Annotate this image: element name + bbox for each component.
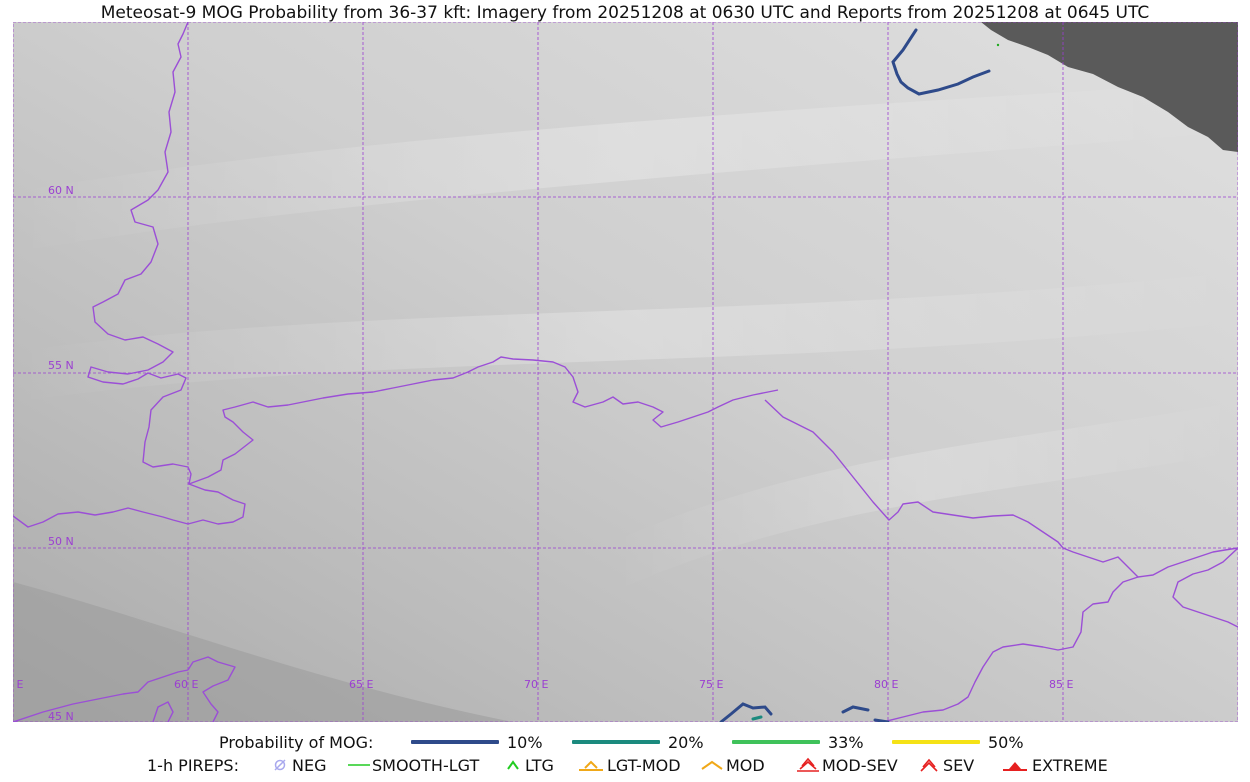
probability-legend-row: Probability of MOG: 10% 20% 33% 50%: [0, 731, 1250, 753]
line-icon: [348, 764, 370, 766]
swatch-20pct: [572, 740, 660, 744]
legend-label-extreme: EXTREME: [1032, 755, 1108, 775]
legend-item-neg: NEG: [272, 754, 326, 776]
lon-label-65: 65 E: [349, 678, 373, 691]
legend-label-33pct: 33%: [828, 732, 864, 752]
lat-label-55: 55 N: [48, 359, 74, 372]
lon-label-85: 85 E: [1049, 678, 1073, 691]
legend-label-sev: SEV: [943, 755, 975, 775]
country-borders: [13, 22, 1238, 722]
graticule: [13, 22, 1238, 722]
lat-label-50: 50 N: [48, 535, 74, 548]
cloud-band: [13, 272, 1238, 402]
legend-item-mod: MOD: [700, 754, 765, 776]
legend-item-mod-sev: MOD-SEV: [796, 754, 898, 776]
double-caret-bar-icon: [797, 757, 819, 772]
map-title: Meteosat-9 MOG Probability from 36-37 kf…: [100, 3, 1150, 23]
legend-label-lgt-mod: LGT-MOD: [607, 755, 681, 775]
lon-label-80: 80 E: [874, 678, 898, 691]
pirep-legend-row: 1-h PIREPS: NEG SMOOTH-LGT LTG LGT-MOD M…: [0, 754, 1250, 776]
legend-item-ltg: LTG: [505, 754, 554, 776]
double-caret-icon: [920, 758, 938, 772]
mog-10pct-contours: [719, 28, 991, 722]
legend-item-extreme: EXTREME: [1002, 754, 1108, 776]
lon-label-75: 75 E: [699, 678, 723, 691]
legend-item-33pct: 33%: [732, 731, 864, 753]
legend-item-lgt-mod: LGT-MOD: [578, 754, 681, 776]
legend-label-smooth-lgt: SMOOTH-LGT: [372, 755, 480, 775]
legend-item-20pct: 20%: [572, 731, 704, 753]
filled-caret-icon: [1003, 762, 1027, 771]
swatch-50pct: [892, 740, 980, 744]
satellite-map: 60 N 55 N 50 N 45 N 55 E 60 E 65 E 70 E …: [13, 22, 1238, 722]
legend-item-10pct: 10%: [411, 731, 543, 753]
legend-label-mod-sev: MOD-SEV: [822, 755, 898, 775]
legend-item-smooth-lgt: SMOOTH-LGT: [348, 754, 479, 776]
pirep-legend-label: 1-h PIREPS:: [147, 755, 239, 775]
neg-circle-icon: [274, 759, 286, 771]
legend-label-50pct: 50%: [988, 732, 1024, 752]
swatch-33pct: [732, 740, 820, 744]
legend-label-10pct: 10%: [507, 732, 543, 752]
cloud-band: [613, 402, 1238, 592]
lon-label-55: 55 E: [13, 678, 23, 691]
lon-label-70: 70 E: [524, 678, 548, 691]
caret-icon: [507, 760, 519, 770]
pirep-marker: [996, 43, 1000, 47]
caret-bar-icon: [579, 760, 603, 771]
legend-label-mod: MOD: [726, 755, 765, 775]
legend-label-ltg: LTG: [525, 755, 554, 775]
caret-icon: [701, 760, 723, 770]
swatch-10pct: [411, 740, 499, 744]
legend-item-sev: SEV: [917, 754, 974, 776]
dark-region: [13, 582, 513, 722]
lat-label-60: 60 N: [48, 184, 74, 197]
legend-label-20pct: 20%: [668, 732, 704, 752]
legend-label-neg: NEG: [292, 755, 327, 775]
lon-label-60: 60 E: [174, 678, 198, 691]
cloud-band: [13, 82, 1238, 252]
mog-20pct-contours: [751, 715, 763, 721]
legend-item-50pct: 50%: [892, 731, 1024, 753]
probability-legend-label: Probability of MOG:: [219, 732, 374, 752]
no-data-region: [981, 22, 1238, 152]
lat-label-45: 45 N: [48, 710, 74, 722]
